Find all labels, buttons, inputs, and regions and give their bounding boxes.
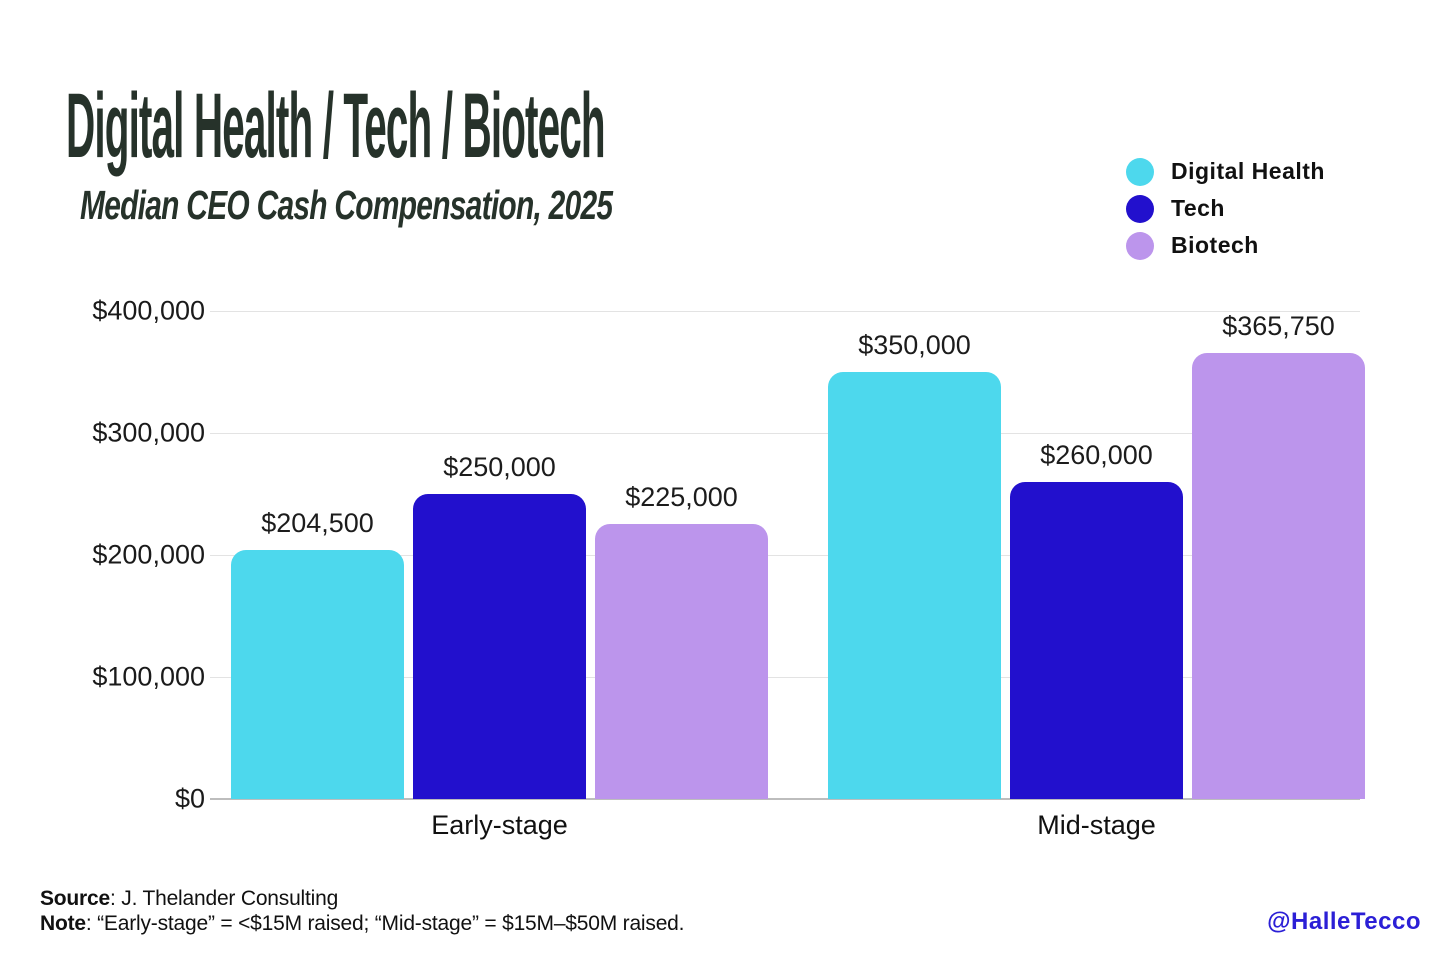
gridline — [210, 555, 1360, 556]
bar-value-label: $350,000 — [858, 330, 971, 360]
legend-label: Digital Health — [1171, 158, 1325, 184]
source-label: Source — [40, 887, 110, 910]
chart-legend: Digital Health Tech Biotech — [1126, 153, 1325, 264]
legend-label: Tech — [1171, 195, 1225, 221]
bar-tech-early-stage: $250,000 — [413, 452, 586, 799]
bar-value-label: $260,000 — [1040, 440, 1153, 470]
gridline — [210, 311, 1360, 312]
legend-item-digital-health: Digital Health — [1126, 153, 1325, 190]
plot-area: $400,000 $300,000 $200,000 $100,000 $0 $204,5… — [92, 296, 1365, 840]
legend-item-biotech: Biotech — [1126, 227, 1325, 264]
bar-value-label: $250,000 — [443, 452, 556, 482]
y-axis-tick-label: $100,000 — [92, 661, 205, 692]
bar-digital-health-early-stage: $204,500 — [231, 508, 404, 799]
legend-swatch-icon — [1126, 157, 1154, 186]
bar-value-label: $225,000 — [625, 482, 738, 512]
note-line: Note: “Early-stage” = <$15M raised; “Mid… — [40, 911, 684, 936]
bar-tech-mid-stage: $260,000 — [1010, 440, 1183, 799]
note-text: : “Early-stage” = <$15M raised; “Mid-sta… — [85, 912, 685, 935]
gridline — [210, 433, 1360, 434]
bar-digital-health-mid-stage: $350,000 — [828, 330, 1001, 799]
chart-title-text: Digital Health / Tech / Biotech — [66, 75, 606, 177]
x-axis-category-label: Early-stage — [431, 810, 568, 840]
source-text: : J. Thelander Consulting — [110, 887, 339, 910]
chart-subtitle: Median CEO Cash Compensation, 2025 — [80, 182, 809, 229]
y-axis-tick-label: $0 — [174, 783, 205, 814]
bar-biotech-early-stage: $225,000 — [595, 482, 768, 799]
y-axis-tick-label: $200,000 — [92, 539, 205, 570]
bar-value-label: $204,500 — [261, 508, 374, 538]
chart-subtitle-text: Median CEO Cash Compensation, 2025 — [80, 182, 613, 228]
chart-title: Digital Health / Tech / Biotech — [66, 74, 1290, 179]
author-handle[interactable]: @HalleTecco — [1267, 908, 1421, 935]
bar-value-label: $365,750 — [1222, 311, 1335, 341]
y-axis-tick-label: $400,000 — [92, 295, 205, 326]
bar-group-early-stage: $204,500 $250,000 $225,000 — [231, 311, 768, 799]
legend-item-tech: Tech — [1126, 190, 1325, 227]
footer-notes: Source: J. Thelander Consulting Note: “E… — [40, 886, 684, 936]
legend-swatch-icon — [1126, 194, 1154, 223]
note-label: Note — [40, 912, 86, 935]
legend-swatch-icon — [1126, 231, 1154, 260]
bar-biotech-mid-stage: $365,750 — [1192, 311, 1365, 799]
x-axis-line — [210, 798, 1360, 800]
source-line: Source: J. Thelander Consulting — [40, 886, 684, 911]
y-axis-tick-label: $300,000 — [92, 417, 205, 448]
legend-label: Biotech — [1171, 232, 1259, 258]
gridline — [210, 677, 1360, 678]
x-axis-category-label: Mid-stage — [1037, 810, 1156, 840]
bar-group-mid-stage: $350,000 $260,000 $365,750 — [828, 311, 1365, 799]
